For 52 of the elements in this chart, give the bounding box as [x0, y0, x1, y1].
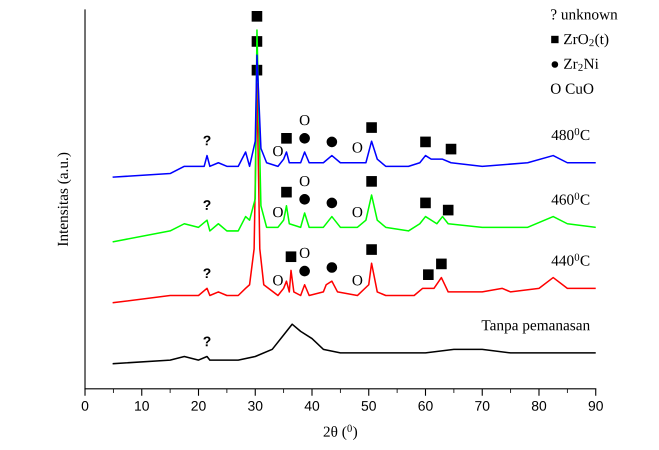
annotation: ● — [326, 198, 338, 208]
series-label: 480$^{0}$C — [552, 128, 590, 140]
annotation: ■ — [436, 258, 447, 270]
annotation: O — [300, 176, 310, 186]
annotation: O CuO — [550, 84, 594, 94]
annotation: ● — [326, 262, 338, 273]
annotation: ● — [326, 136, 338, 148]
annotation: ■ ZrO$_{2}$(t) — [551, 33, 608, 48]
x-tick-label: 90 — [588, 400, 603, 411]
annotation: ? — [203, 268, 210, 278]
annotation: ■ — [366, 176, 377, 187]
annotation: ■ — [286, 251, 296, 262]
x-tick-label: 30 — [248, 400, 262, 411]
annotation: ■ — [446, 144, 456, 154]
annotation: ■ — [281, 133, 292, 144]
annotation: ? — [203, 336, 210, 346]
annotation: ■ — [442, 204, 454, 216]
annotation: ■ — [423, 269, 434, 280]
x-axis-title: 2θ ($^{0}$) — [324, 424, 358, 440]
x-tick-label: 0 — [82, 400, 88, 411]
annotation: ? — [203, 200, 210, 210]
annotation: O — [273, 146, 283, 156]
annotation: ■ — [420, 198, 431, 208]
series-label: Tanpa pemanasan — [482, 320, 590, 334]
annotation: O — [352, 207, 362, 218]
annotation: ■ — [281, 186, 292, 198]
annotation: ● — [299, 194, 310, 205]
x-tick-label: 50 — [362, 400, 376, 411]
annotation: O — [273, 275, 283, 286]
annotation: ■ — [366, 122, 377, 133]
annotation: O — [352, 275, 362, 286]
x-tick-label: 20 — [191, 400, 206, 411]
annotation: O — [300, 248, 310, 258]
x-tick-label: 70 — [475, 400, 490, 411]
annotation: O — [352, 142, 362, 153]
x-tick-label: 60 — [418, 400, 433, 411]
annotation: ■ — [252, 11, 262, 22]
series-label: 440$^{0}$C — [552, 254, 590, 266]
annotation: ■ — [420, 136, 431, 148]
series-label: 460$^{0}$C — [552, 192, 590, 205]
annotation: O — [273, 207, 283, 218]
annotation: ■ — [366, 244, 377, 255]
annotation: ● — [299, 133, 310, 144]
y-axis-title: Intensitas (a.u.) — [57, 152, 72, 246]
text: ? unknown — [551, 8, 618, 20]
x-tick-label: 40 — [304, 400, 320, 411]
x-tick-label: 10 — [135, 400, 149, 411]
annotation: ? — [203, 136, 210, 146]
annotation: ● — [299, 266, 310, 276]
annotation: O — [300, 114, 310, 126]
x-tick-label: 80 — [532, 400, 546, 411]
annotation: ● Zr$_{2}$Ni — [552, 58, 599, 71]
